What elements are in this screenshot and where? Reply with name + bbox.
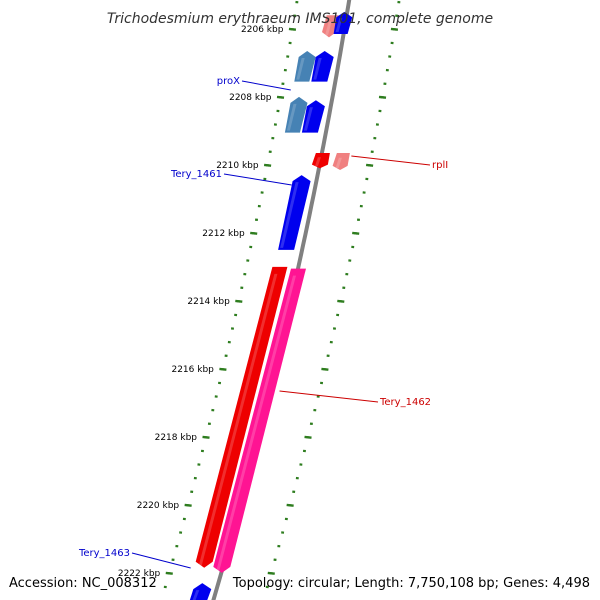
tick-major-left xyxy=(202,435,210,439)
gene-highlight xyxy=(286,103,297,131)
tick-label: 2206 kbp xyxy=(241,25,284,35)
gene-highlight xyxy=(216,275,296,571)
gene-arrow-tery-1462[interactable] xyxy=(213,268,306,573)
tick-major-left xyxy=(184,503,192,507)
label-leader-line xyxy=(223,173,292,186)
gene-highlight xyxy=(198,273,278,566)
gene-arrow-g-b[interactable] xyxy=(311,51,334,82)
topology-text: Topology: circular; Length: 7,750,108 bp… xyxy=(232,576,590,591)
gene-arrow-tery-1463[interactable] xyxy=(182,583,212,600)
gene-arrow-g-top-fwd[interactable] xyxy=(333,11,353,34)
label-leader-line xyxy=(279,390,379,403)
label-leader-line xyxy=(241,80,291,91)
tick-major-right xyxy=(267,571,275,575)
tick-label: 2210 kbp xyxy=(216,161,259,171)
tick-label: 2216 kbp xyxy=(171,365,214,375)
gene-arrow-prox[interactable] xyxy=(284,96,308,133)
gene-highlight xyxy=(280,182,299,248)
gene-arrow-g-d[interactable] xyxy=(332,153,350,170)
gene-arrow-rpli[interactable] xyxy=(311,153,330,169)
label-leader-line xyxy=(131,552,191,569)
tick-label: 2212 kbp xyxy=(202,229,245,239)
gene-label-rpli[interactable]: rplI xyxy=(432,160,448,171)
tick-major-right xyxy=(390,27,399,31)
gene-arrow-g-e[interactable] xyxy=(195,266,288,568)
tick-major-left xyxy=(165,571,173,575)
tick-major-left xyxy=(250,231,258,235)
gene-label-tery-1462[interactable]: Tery_1462 xyxy=(379,397,431,408)
gene-layer xyxy=(182,11,353,600)
tick-major-left xyxy=(276,95,285,99)
label-layer: proX rplI Tery_1461 Tery_1462 Tery_1463 xyxy=(78,76,448,569)
tick-label: 2220 kbp xyxy=(137,501,180,511)
gene-highlight xyxy=(314,157,321,167)
gene-arrow-tery-1461[interactable] xyxy=(278,175,311,250)
gene-label-prox[interactable]: proX xyxy=(217,76,240,87)
map-title: Trichodesmium erythraeum IMS101, complet… xyxy=(107,11,493,27)
gene-highlight xyxy=(335,18,343,32)
tick-major-right xyxy=(286,503,294,507)
tick-major-right xyxy=(365,163,374,167)
tick-major-left xyxy=(288,27,297,31)
gene-highlight xyxy=(192,590,200,600)
tick-label: 2214 kbp xyxy=(187,297,230,307)
tick-major-right xyxy=(321,367,329,371)
tick-label: 2222 kbp xyxy=(118,569,161,579)
gene-highlight xyxy=(296,58,305,80)
accession-text: Accession: NC_008312 xyxy=(9,576,157,591)
tick-layer: 2206 kbp 2208 kbp 2210 kbp 2212 kbp 2214 kbp… xyxy=(118,0,401,589)
tick-major-left xyxy=(219,367,227,371)
tick-major-right xyxy=(378,95,387,99)
gene-highlight xyxy=(325,21,332,36)
tick-major-right xyxy=(352,231,360,235)
label-leader-line xyxy=(351,155,431,166)
tick-major-left xyxy=(263,163,272,167)
gene-arrow-g-c[interactable] xyxy=(301,100,325,133)
tick-major-right xyxy=(304,435,312,439)
tick-label: 2218 kbp xyxy=(155,433,198,443)
gene-highlight xyxy=(313,58,322,80)
gene-highlight xyxy=(303,107,313,131)
gene-arrow-g-a[interactable] xyxy=(294,51,316,82)
gene-label-tery-1461[interactable]: Tery_1461 xyxy=(170,169,222,180)
gene-highlight xyxy=(335,157,342,168)
gene-label-tery-1463[interactable]: Tery_1463 xyxy=(78,548,130,559)
tick-label: 2208 kbp xyxy=(229,93,272,103)
tick-major-left xyxy=(235,299,243,303)
tick-major-right xyxy=(337,299,345,303)
